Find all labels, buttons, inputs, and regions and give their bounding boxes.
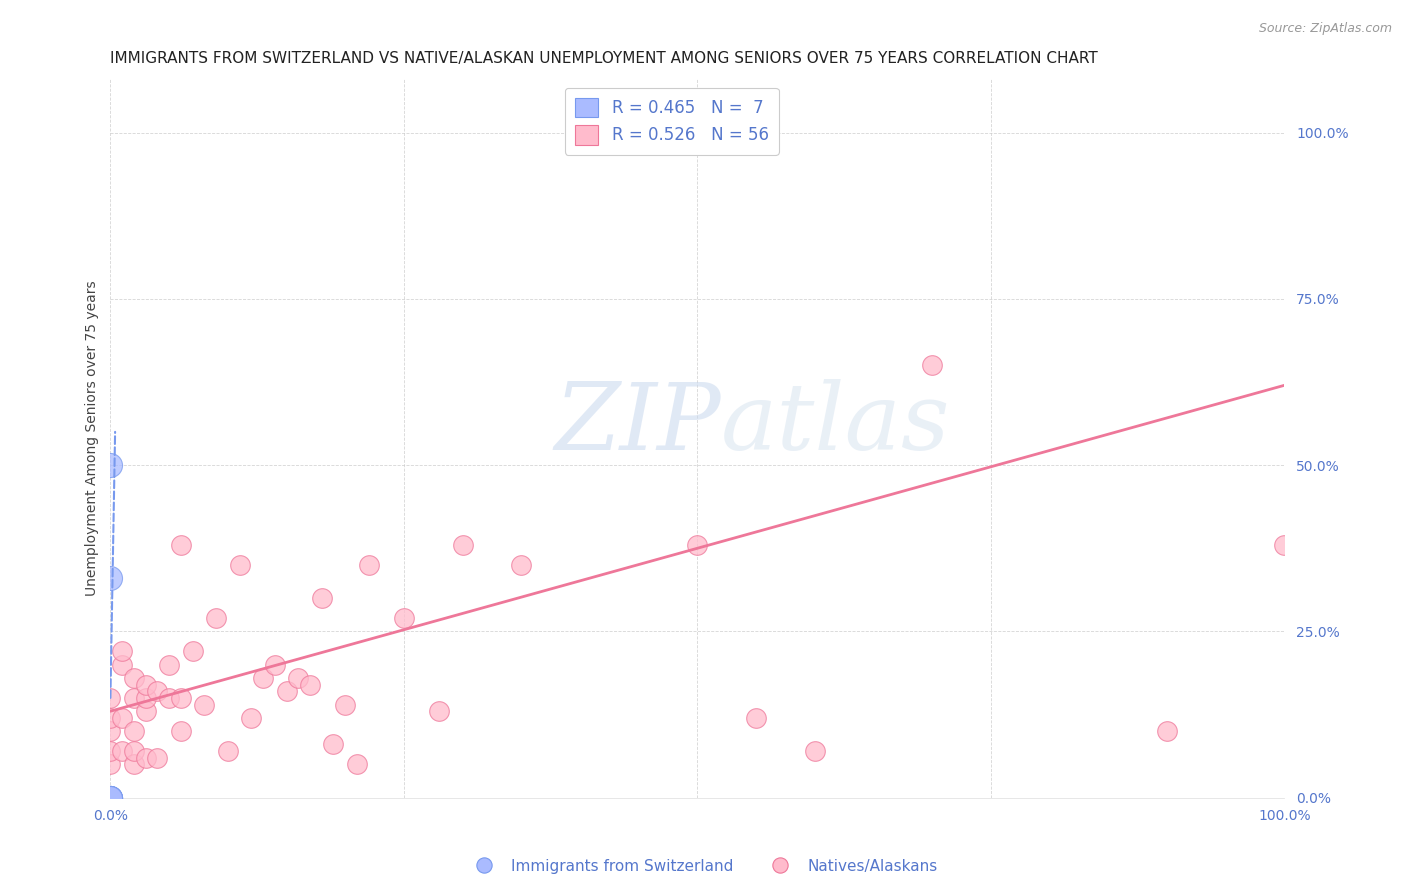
Point: [1156, 724, 1178, 739]
Point: [111, 744, 134, 758]
Point: [100, 790, 122, 805]
Point: [346, 757, 368, 772]
Point: [146, 751, 169, 765]
Point: [122, 744, 145, 758]
Point: [217, 744, 239, 758]
Text: ZIP: ZIP: [554, 379, 721, 469]
Point: [322, 738, 344, 752]
Point: [135, 677, 157, 691]
Point: [157, 690, 180, 705]
Point: [170, 724, 193, 739]
Point: [745, 711, 768, 725]
Point: [276, 684, 298, 698]
Point: [252, 671, 274, 685]
Point: [100, 744, 122, 758]
Point: [122, 724, 145, 739]
Point: [311, 591, 333, 606]
Y-axis label: Unemployment Among Seniors over 75 years: Unemployment Among Seniors over 75 years: [86, 281, 100, 597]
Point: [100, 790, 122, 805]
Point: [686, 538, 709, 552]
Text: atlas: atlas: [721, 379, 950, 469]
Point: [122, 690, 145, 705]
Point: [181, 644, 204, 658]
Point: [100, 571, 122, 585]
Point: [921, 359, 943, 373]
Text: IMMIGRANTS FROM SWITZERLAND VS NATIVE/ALASKAN UNEMPLOYMENT AMONG SENIORS OVER 75: IMMIGRANTS FROM SWITZERLAND VS NATIVE/AL…: [111, 51, 1098, 66]
Point: [100, 790, 122, 805]
Point: [100, 790, 122, 805]
Point: [263, 657, 285, 672]
Point: [100, 790, 122, 805]
Point: [392, 611, 415, 625]
Point: [335, 698, 357, 712]
Point: [240, 711, 263, 725]
Point: [298, 677, 321, 691]
Point: [1274, 538, 1296, 552]
Point: [170, 690, 193, 705]
Point: [100, 711, 122, 725]
Legend: Immigrants from Switzerland, Natives/Alaskans: Immigrants from Switzerland, Natives/Ala…: [463, 853, 943, 880]
Point: [100, 790, 122, 805]
Legend: R = 0.465   N =  7, R = 0.526   N = 56: R = 0.465 N = 7, R = 0.526 N = 56: [565, 87, 779, 154]
Point: [510, 558, 533, 572]
Point: [287, 671, 309, 685]
Point: [100, 690, 122, 705]
Point: [100, 458, 122, 472]
Point: [170, 538, 193, 552]
Point: [135, 704, 157, 718]
Point: [122, 671, 145, 685]
Point: [193, 698, 215, 712]
Point: [100, 790, 122, 805]
Point: [111, 711, 134, 725]
Point: [100, 724, 122, 739]
Point: [427, 704, 450, 718]
Point: [111, 644, 134, 658]
Text: Source: ZipAtlas.com: Source: ZipAtlas.com: [1258, 22, 1392, 36]
Point: [357, 558, 380, 572]
Point: [100, 790, 122, 805]
Point: [205, 611, 228, 625]
Point: [122, 757, 145, 772]
Point: [111, 657, 134, 672]
Point: [228, 558, 250, 572]
Point: [804, 744, 827, 758]
Point: [100, 790, 122, 805]
Point: [146, 684, 169, 698]
Point: [100, 790, 122, 805]
Point: [100, 757, 122, 772]
Point: [157, 657, 180, 672]
Point: [135, 751, 157, 765]
Point: [451, 538, 474, 552]
Point: [135, 690, 157, 705]
